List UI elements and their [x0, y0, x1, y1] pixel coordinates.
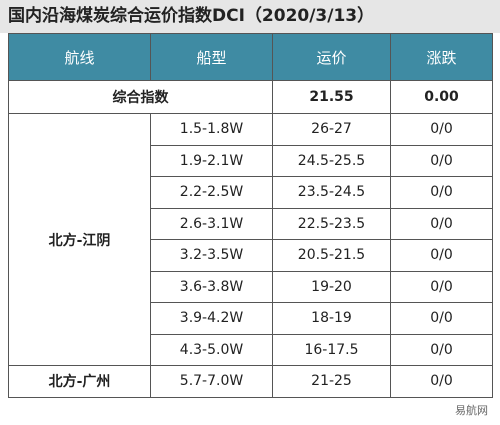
- ship-size-cell: 5.7-7.0W: [150, 365, 273, 398]
- data-row: 2.6-3.1W 22.5-23.5 0/0: [9, 207, 493, 240]
- rate-cell: 16-17.5: [272, 333, 391, 366]
- change-cell: 0/0: [390, 302, 493, 335]
- data-row: 1.9-2.1W 24.5-25.5 0/0: [9, 144, 493, 177]
- rate-cell: 24.5-25.5: [272, 144, 391, 177]
- rate-cell: 18-19: [272, 302, 391, 335]
- ship-size-cell: 1.9-2.1W: [150, 144, 273, 177]
- summary-change: 0.00: [390, 80, 493, 114]
- ship-size-cell: 2.6-3.1W: [150, 207, 273, 240]
- ship-size-cell: 1.5-1.8W: [150, 113, 273, 146]
- ship-size-cell: 3.9-4.2W: [150, 302, 273, 335]
- change-cell: 0/0: [390, 365, 493, 398]
- ship-size-cell: 3.2-3.5W: [150, 239, 273, 272]
- data-row: 3.2-3.5W 20.5-21.5 0/0: [9, 239, 493, 272]
- change-cell: 0/0: [390, 270, 493, 303]
- summary-row: 综合指数 21.55 0.00: [8, 80, 493, 114]
- route-cell: 北方-广州: [8, 365, 151, 398]
- header-cell: 涨跌: [390, 33, 493, 81]
- change-cell: 0/0: [390, 333, 493, 366]
- data-row: 北方-广州 5.7-7.0W 21-25 0/0: [8, 365, 493, 398]
- rate-table: 航线 船型 运价 涨跌 综合指数 21.55 0.00 北方-江阴 1.5-1.8W 26-27…: [8, 33, 493, 398]
- header-cell: 船型: [150, 33, 273, 81]
- change-cell: 0/0: [390, 144, 493, 177]
- summary-rate: 21.55: [272, 80, 391, 114]
- table-body: 综合指数 21.55 0.00 北方-江阴 1.5-1.8W 26-27 0/0 1.9-2.…: [8, 80, 493, 398]
- change-cell: 0/0: [390, 176, 493, 209]
- rate-cell: 23.5-24.5: [272, 176, 391, 209]
- data-row: 2.2-2.5W 23.5-24.5 0/0: [9, 176, 493, 209]
- rate-cell: 26-27: [272, 113, 391, 146]
- ship-size-cell: 4.3-5.0W: [150, 333, 273, 366]
- rate-cell: 20.5-21.5: [272, 239, 391, 272]
- change-cell: 0/0: [390, 207, 493, 240]
- title: 国内沿海煤炭综合运价指数DCI（2020/3/13）: [0, 0, 500, 33]
- header-cell: 航线: [8, 33, 151, 81]
- data-row: 3.6-3.8W 19-20 0/0: [9, 270, 493, 303]
- header-row: 航线 船型 运价 涨跌: [8, 33, 493, 81]
- header-cell: 运价: [272, 33, 391, 81]
- data-row: 北方-江阴 1.5-1.8W 26-27 0/0: [8, 113, 493, 366]
- rate-cell: 19-20: [272, 270, 391, 303]
- rate-cell: 22.5-23.5: [272, 207, 391, 240]
- data-row: 4.3-5.0W 16-17.5 0/0: [9, 333, 493, 366]
- route-cell: 北方-江阴: [8, 113, 151, 366]
- ship-size-cell: 3.6-3.8W: [150, 270, 273, 303]
- ship-size-cell: 2.2-2.5W: [150, 176, 273, 209]
- rate-cell: 21-25: [272, 365, 391, 398]
- watermark: 易航网: [455, 404, 488, 417]
- change-cell: 0/0: [390, 239, 493, 272]
- summary-label: 综合指数: [8, 80, 273, 114]
- data-row: 3.9-4.2W 18-19 0/0: [9, 302, 493, 335]
- change-cell: 0/0: [390, 113, 493, 146]
